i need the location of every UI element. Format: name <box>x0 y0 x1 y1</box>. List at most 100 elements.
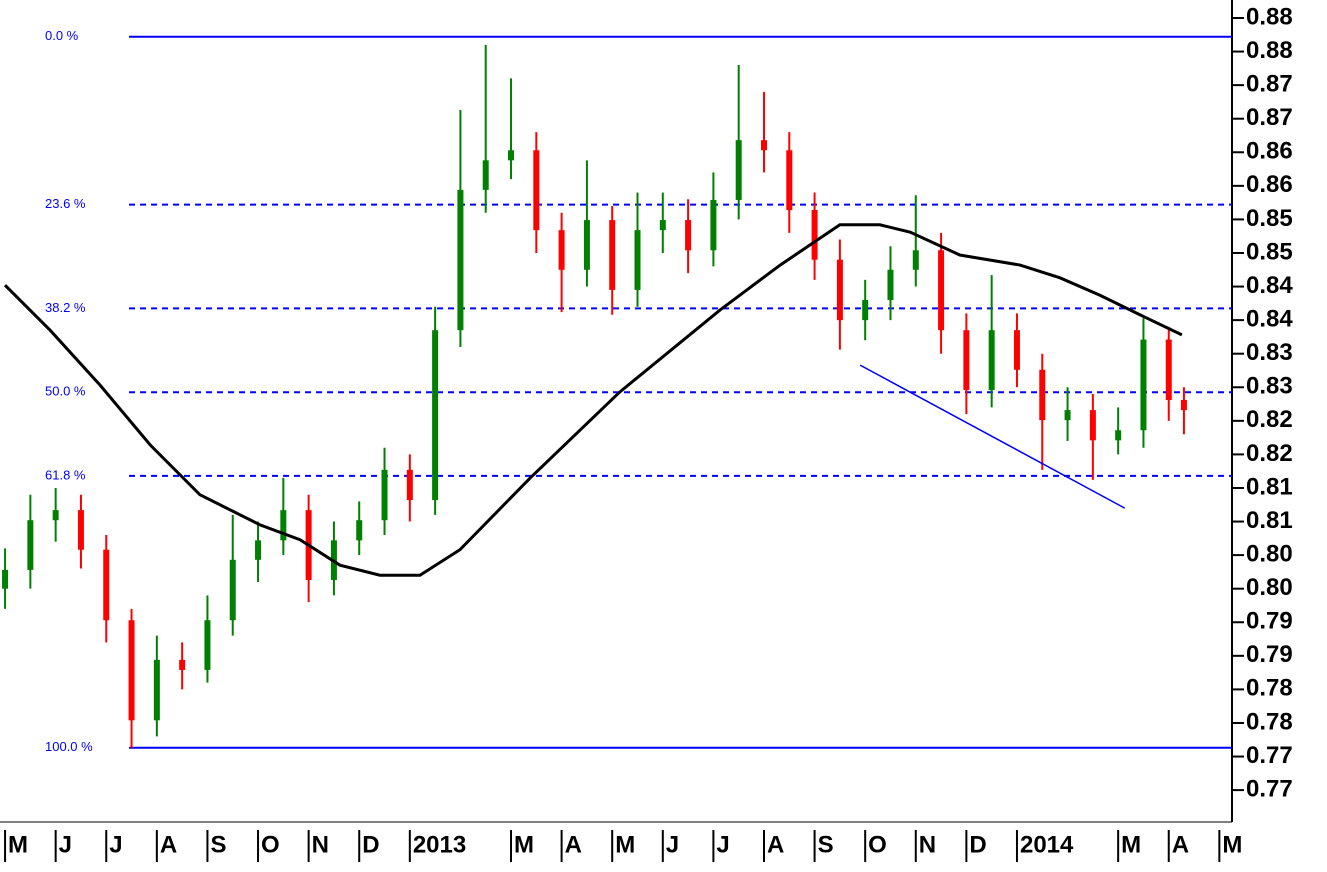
y-tick-label: 0.84 <box>1246 305 1293 332</box>
y-tick-label: 0.77 <box>1246 742 1293 769</box>
x-tick-label: A <box>160 831 177 858</box>
body <box>836 259 843 321</box>
x-tick-label: O <box>868 831 887 858</box>
body <box>255 540 262 560</box>
y-tick-label: 0.81 <box>1246 507 1293 534</box>
body <box>356 520 363 541</box>
y-tick-label: 0.82 <box>1246 440 1293 467</box>
body <box>1115 430 1122 441</box>
y-tick-label: 0.86 <box>1246 138 1293 165</box>
x-tick-label: J <box>666 831 679 858</box>
fib-label: 61.8 % <box>45 467 86 482</box>
x-tick-label: S <box>818 831 834 858</box>
fib-label: 100.0 % <box>45 739 93 754</box>
x-tick-label: M <box>615 831 635 858</box>
x-tick-label: A <box>767 831 784 858</box>
body <box>381 469 388 521</box>
body <box>1013 330 1020 370</box>
y-tick-label: 0.78 <box>1246 708 1293 735</box>
x-tick-label: D <box>969 831 986 858</box>
trendline <box>859 364 1126 509</box>
body <box>988 330 995 390</box>
body <box>533 150 540 231</box>
x-tick-label: N <box>919 831 936 858</box>
body <box>1180 400 1187 411</box>
x-tick-label: J <box>716 831 729 858</box>
body <box>128 620 135 721</box>
y-tick-label: 0.85 <box>1246 205 1293 232</box>
body <box>558 230 565 270</box>
body <box>659 220 666 231</box>
body <box>229 559 236 621</box>
body <box>482 160 489 190</box>
body <box>2 569 9 589</box>
x-tick-label: N <box>312 831 329 858</box>
y-tick-label: 0.85 <box>1246 238 1293 265</box>
body <box>938 250 945 331</box>
body <box>27 520 34 570</box>
y-tick-label: 0.86 <box>1246 171 1293 198</box>
x-tick-label: A <box>565 831 582 858</box>
x-tick-label: M <box>1121 831 1141 858</box>
y-tick-label: 0.83 <box>1246 339 1293 366</box>
x-tick-label: 2013 <box>413 831 466 858</box>
body <box>1064 410 1071 421</box>
y-tick-label: 0.77 <box>1246 775 1293 802</box>
body <box>912 250 919 270</box>
x-tick-label: O <box>261 831 280 858</box>
body <box>1039 369 1046 421</box>
body <box>1089 410 1096 441</box>
x-tick-label: J <box>109 831 122 858</box>
x-tick-label: A <box>1172 831 1189 858</box>
y-tick-label: 0.82 <box>1246 406 1293 433</box>
y-tick-label: 0.81 <box>1246 473 1293 500</box>
body <box>786 150 793 211</box>
body <box>77 510 84 550</box>
body <box>280 510 287 541</box>
body <box>685 220 692 251</box>
body <box>153 659 160 721</box>
body <box>862 299 869 321</box>
y-tick-label: 0.83 <box>1246 373 1293 400</box>
x-tick-label: S <box>210 831 226 858</box>
y-tick-label: 0.80 <box>1246 574 1293 601</box>
y-tick-label: 0.79 <box>1246 641 1293 668</box>
body <box>887 269 894 300</box>
x-tick-label: M <box>1222 831 1242 858</box>
body <box>634 230 641 290</box>
y-tick-label: 0.88 <box>1246 3 1293 30</box>
body <box>735 140 742 200</box>
body <box>52 510 59 521</box>
x-tick-label: M <box>514 831 534 858</box>
y-tick-label: 0.84 <box>1246 272 1293 299</box>
x-tick-label: M <box>8 831 28 858</box>
body <box>103 549 110 621</box>
body <box>609 220 616 290</box>
body <box>179 659 186 670</box>
body <box>432 330 439 501</box>
body <box>1140 339 1147 431</box>
y-tick-label: 0.78 <box>1246 675 1293 702</box>
fib-label: 0.0 % <box>45 28 79 43</box>
fib-label: 50.0 % <box>45 384 86 399</box>
y-tick-label: 0.79 <box>1246 608 1293 635</box>
y-tick-label: 0.88 <box>1246 37 1293 64</box>
body <box>406 469 413 501</box>
fib-label: 23.6 % <box>45 196 86 211</box>
body <box>710 199 717 251</box>
body <box>583 220 590 270</box>
y-tick-label: 0.87 <box>1246 104 1293 131</box>
body <box>760 140 767 151</box>
x-tick-label: D <box>362 831 379 858</box>
fib-label: 38.2 % <box>45 300 86 315</box>
body <box>1165 339 1172 401</box>
body <box>508 150 515 161</box>
body <box>963 330 970 390</box>
moving-average <box>3 223 1183 577</box>
y-tick-label: 0.87 <box>1246 70 1293 97</box>
body <box>457 189 464 331</box>
y-tick-label: 0.80 <box>1246 540 1293 567</box>
body <box>204 620 211 670</box>
x-tick-label: 2014 <box>1020 831 1074 858</box>
